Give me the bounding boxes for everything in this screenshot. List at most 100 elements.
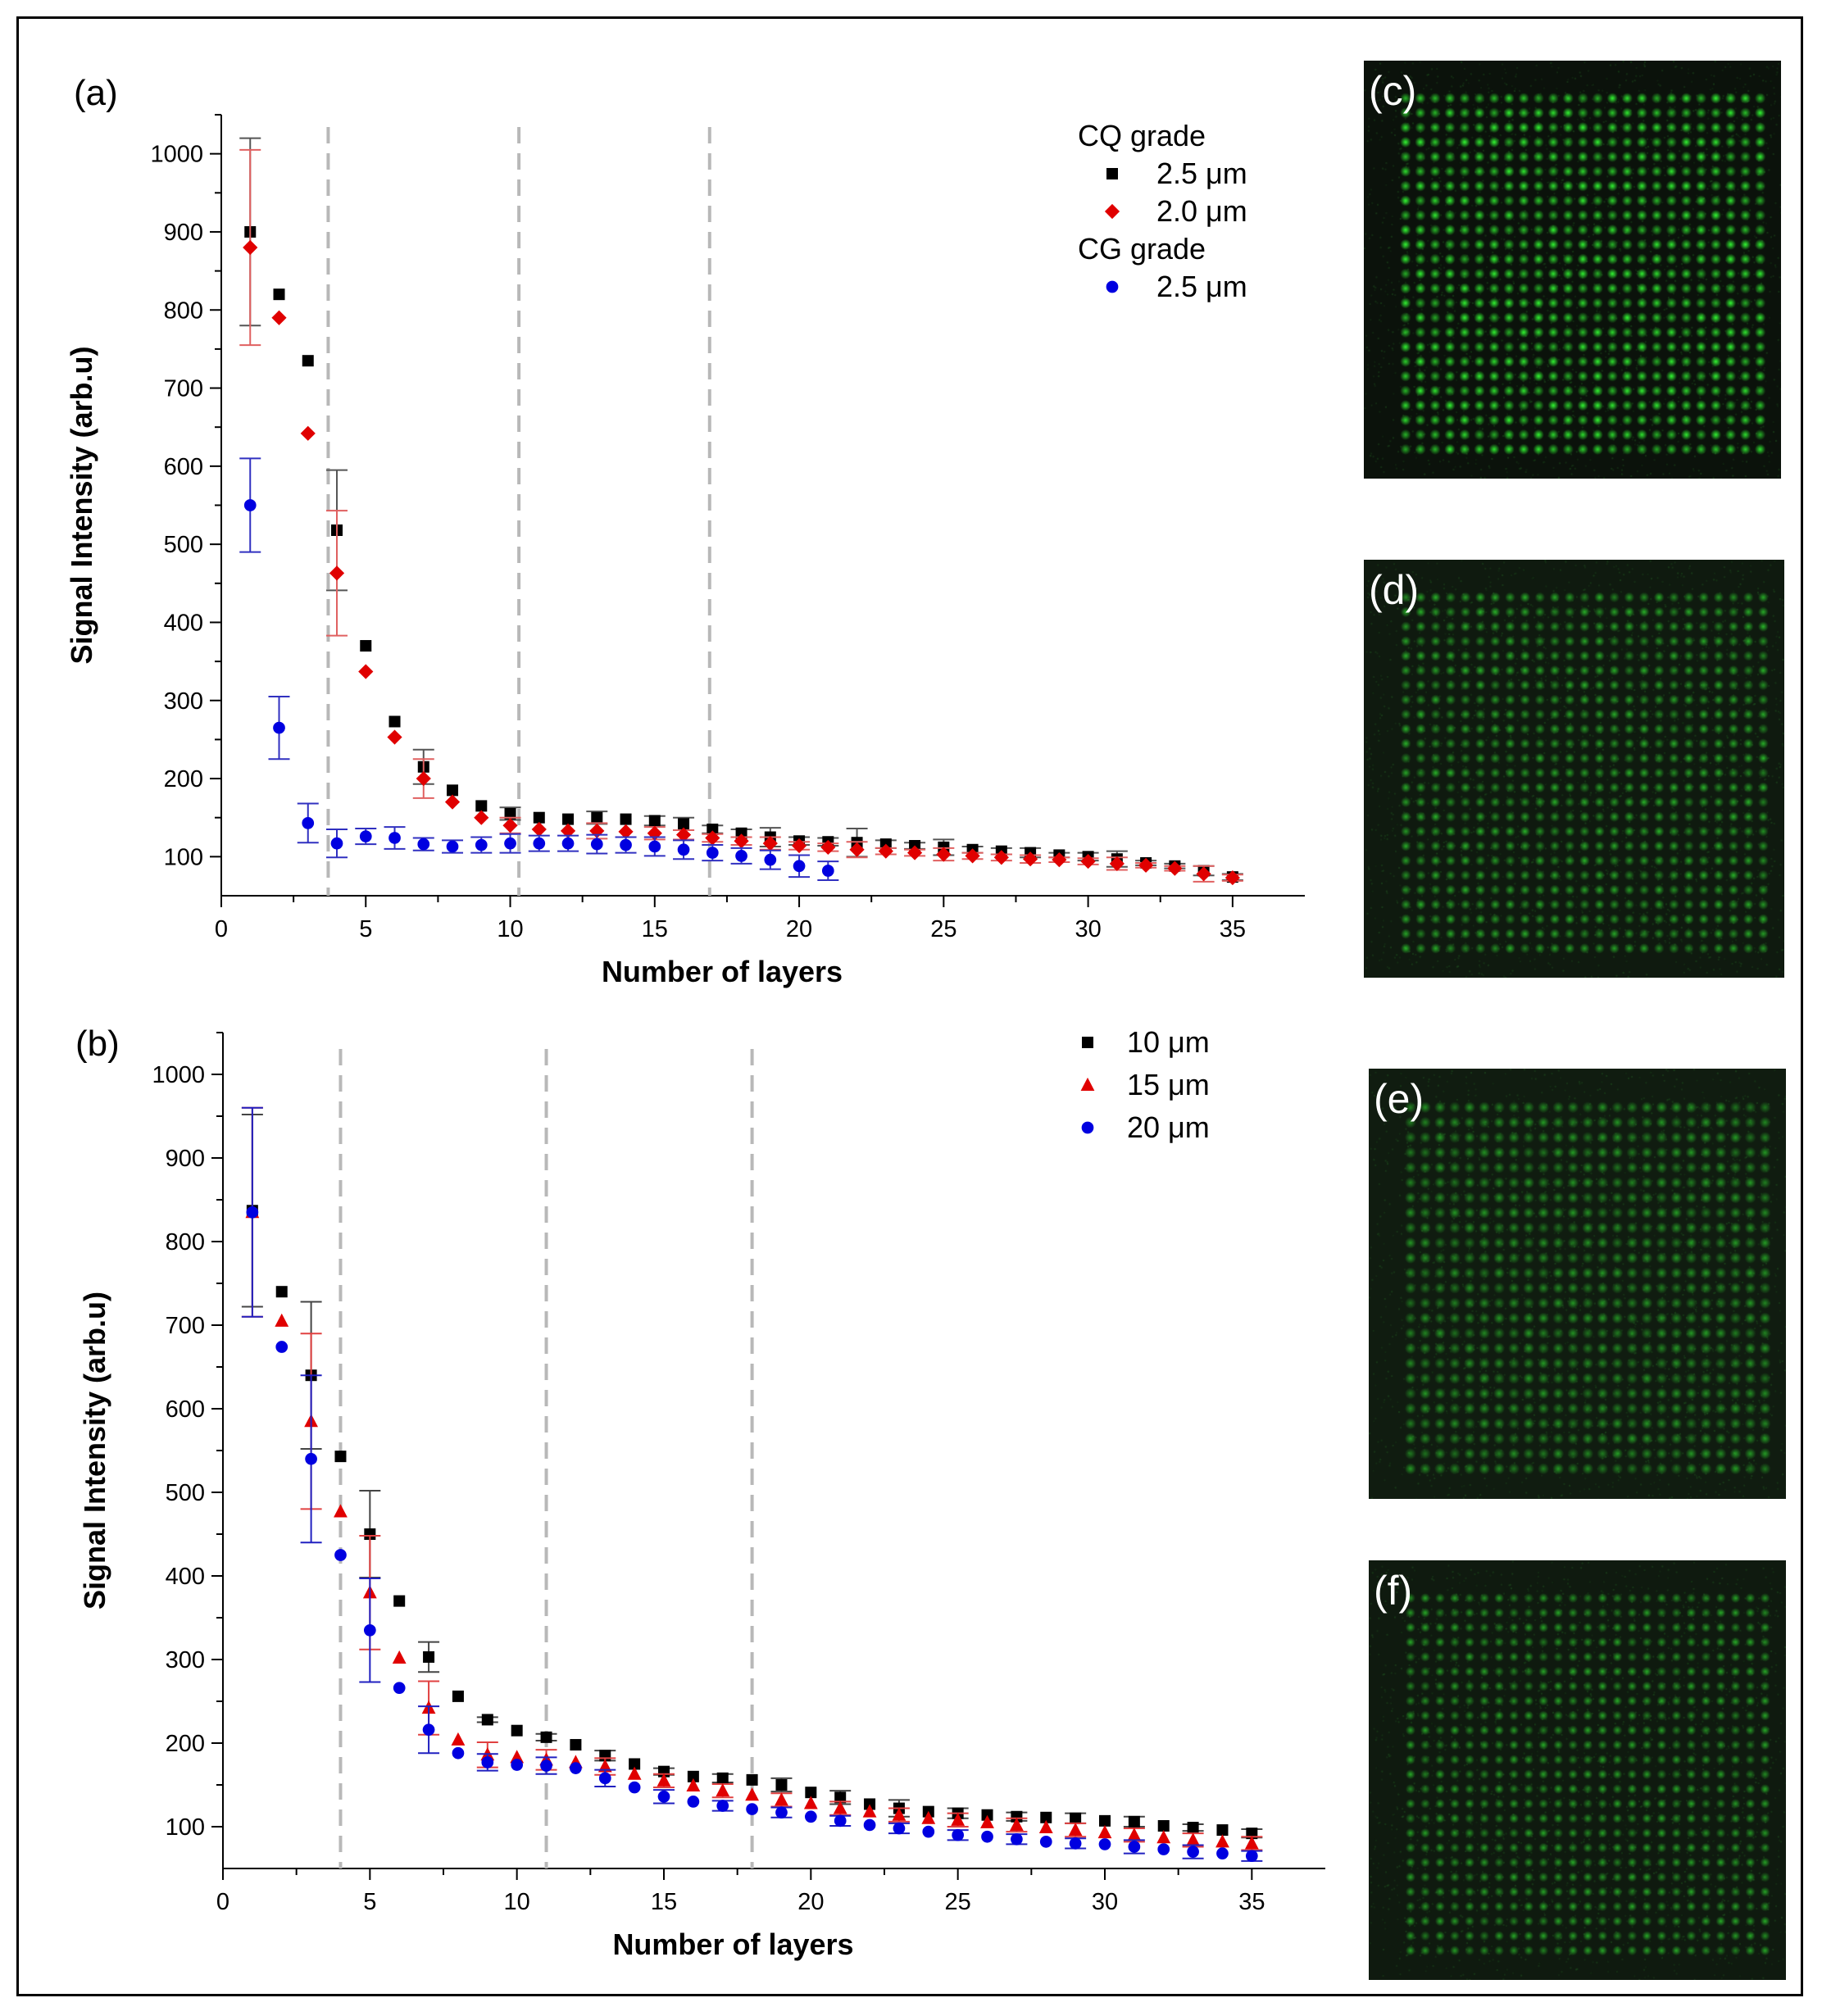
chart-a: 0 5 10 15 20 25 30 35 100 200 300 400 500 600 700 800 90… [65, 73, 1305, 988]
chart-b-x-tick-label-3: 15 [651, 1889, 677, 1915]
chart-b-series-1-point-24 [951, 1812, 966, 1826]
chart-b-x-axis-label: Number of layers [612, 1927, 853, 1961]
chart-b-series-0-point-8 [481, 1714, 493, 1726]
chart-a-legend-label-1: 2.5 μm [1156, 157, 1247, 190]
chart-b-series-1-point-3 [334, 1504, 348, 1518]
chart-a-x-tick-label-2: 10 [497, 916, 523, 942]
chart-a-series-2-point-5 [388, 832, 401, 844]
chart-b-series-2 [241, 1106, 1263, 1863]
chart-b-series-1-point-19 [803, 1796, 818, 1809]
micrograph-f: (f) [1369, 1560, 1786, 1980]
chart-b-x-tick-label-6: 30 [1092, 1889, 1118, 1915]
chart-b-legend-label-0: 10 μm [1127, 1025, 1210, 1059]
chart-a-series-1-point-31 [1138, 857, 1154, 873]
chart-a-series-1-point-34 [1225, 870, 1240, 886]
chart-b-series-2-point-1 [275, 1341, 289, 1353]
chart-a-x-tick-label-5: 25 [930, 916, 956, 942]
chart-a-series-1-point-15 [675, 827, 692, 842]
chart-b-series-0-point-13 [629, 1758, 641, 1770]
chart-b-series-1-point-5 [392, 1650, 407, 1664]
chart-a-legend-symbol-1 [1106, 168, 1118, 179]
chart-b-series-0-point-31 [1157, 1819, 1170, 1832]
chart-b-x-tick-label-2: 10 [504, 1889, 530, 1915]
chart-b-y-tick-label-0: 100 [166, 1814, 205, 1841]
chart-a-x-tick-label-3: 15 [642, 916, 668, 942]
chart-b-series-2-point-29 [1098, 1838, 1111, 1850]
chart-b-y-tick-label-2: 300 [166, 1647, 205, 1673]
chart-a-x-tick-label-0: 0 [215, 916, 228, 942]
micrograph-d-image [1364, 560, 1784, 978]
chart-a-series-2-point-15 [677, 843, 690, 856]
chart-b-series-1-point-27 [1038, 1819, 1053, 1834]
chart-b-series-0-point-6 [423, 1650, 435, 1663]
chart-b-series-1-point-17 [745, 1787, 759, 1801]
chart-b-legend-label-2: 20 μm [1127, 1110, 1210, 1144]
chart-a-series-1-point-2 [300, 425, 316, 441]
chart-b-series-1-point-13 [627, 1766, 642, 1780]
chart-b-series-2-point-31 [1157, 1843, 1170, 1855]
chart-b: 0 5 10 15 20 25 30 35 100 200 300 400 500 600 700 800 90… [75, 1024, 1325, 1961]
chart-b-series-0-point-32 [1187, 1822, 1199, 1834]
chart-b-series-1-point-1 [275, 1313, 289, 1327]
chart-b-series-2-point-27 [1039, 1836, 1052, 1848]
chart-b-series-1-point-33 [1215, 1834, 1229, 1848]
chart-b-series-0-point-17 [746, 1773, 758, 1786]
chart-b-legend-symbol-1 [1080, 1077, 1095, 1091]
chart-b-x-tick-label-0: 0 [216, 1889, 229, 1915]
chart-b-series-0-point-1 [275, 1286, 288, 1298]
chart-b-series-1-point-16 [716, 1783, 730, 1797]
chart-b-series-1-point-22 [892, 1807, 906, 1821]
chart-b-legend-label-1: 15 μm [1127, 1068, 1210, 1101]
chart-b-series-1-point-25 [980, 1814, 994, 1828]
chart-b-y-tick-label-9: 1000 [152, 1062, 205, 1088]
chart-b-series-2-point-28 [1069, 1837, 1082, 1850]
chart-b-series-2-point-22 [893, 1822, 906, 1835]
chart-a-series-2-point-6 [417, 838, 430, 851]
chart-b-series-1-point-28 [1068, 1822, 1083, 1837]
chart-a-series-2-point-13 [620, 838, 632, 851]
chart-a-series-0-point-14 [648, 815, 661, 827]
chart-a-series-2 [239, 457, 839, 881]
chart-a-series-2-point-20 [821, 865, 834, 877]
chart-b-series-0-point-33 [1216, 1824, 1229, 1837]
chart-a-series-0-point-12 [591, 811, 603, 824]
chart-a-series-2-point-2 [302, 817, 315, 829]
chart-a-y-tick-label-1: 200 [164, 766, 203, 792]
chart-b-legend-symbol-2 [1081, 1121, 1094, 1134]
chart-b-series-0-point-25 [981, 1809, 993, 1821]
chart-a-series-2-point-0 [243, 499, 257, 511]
chart-a-series-1-point-16 [705, 830, 720, 846]
chart-a-series-1-point-11 [560, 823, 576, 839]
chart-b-series-2-point-2 [305, 1452, 317, 1465]
chart-a-series-1 [239, 148, 1243, 886]
chart-a-y-tick-label-4: 500 [164, 532, 203, 558]
chart-a-series-1-point-1 [271, 310, 287, 325]
chart-a-series-1-point-3 [329, 565, 345, 581]
chart-a-y-tick-label-9: 1000 [150, 142, 203, 168]
chart-a-series-1-point-6 [416, 770, 431, 787]
micrograph-e-image [1369, 1069, 1786, 1499]
chart-b-series-2-point-3 [334, 1549, 347, 1561]
chart-a-y-tick-label-7: 800 [164, 297, 203, 324]
chart-b-series-1-point-32 [1186, 1832, 1200, 1846]
chart-a-series-1-point-28 [1052, 852, 1067, 868]
chart-b-y-axis-label: Signal Intensity (arb.u) [78, 1292, 111, 1610]
chart-a-series-1-point-5 [387, 729, 402, 745]
micrograph-c: (c) [1364, 61, 1781, 479]
micrograph-d: (d) [1364, 560, 1784, 978]
chart-b-series-2-point-16 [716, 1800, 729, 1812]
chart-b-legend-symbol-0 [1082, 1037, 1093, 1048]
chart-b-series-1-point-18 [775, 1792, 788, 1806]
micrograph-f-label: (f) [1374, 1568, 1413, 1614]
chart-a-series-0-point-2 [302, 355, 314, 367]
chart-b-y-tick-label-7: 800 [166, 1229, 205, 1255]
chart-b-series-1-point-31 [1156, 1830, 1171, 1844]
chart-b-series-1-point-14 [657, 1773, 671, 1787]
chart-b-x-tick-label-7: 35 [1238, 1889, 1265, 1915]
chart-b-series-2-point-5 [393, 1682, 406, 1695]
chart-b-series-0-point-16 [716, 1772, 729, 1784]
chart-b-series-0-point-29 [1099, 1814, 1111, 1827]
micrograph-e: (e) [1369, 1069, 1786, 1499]
chart-a-series-2-point-16 [706, 847, 719, 859]
chart-b-series-1-point-30 [1127, 1828, 1142, 1841]
